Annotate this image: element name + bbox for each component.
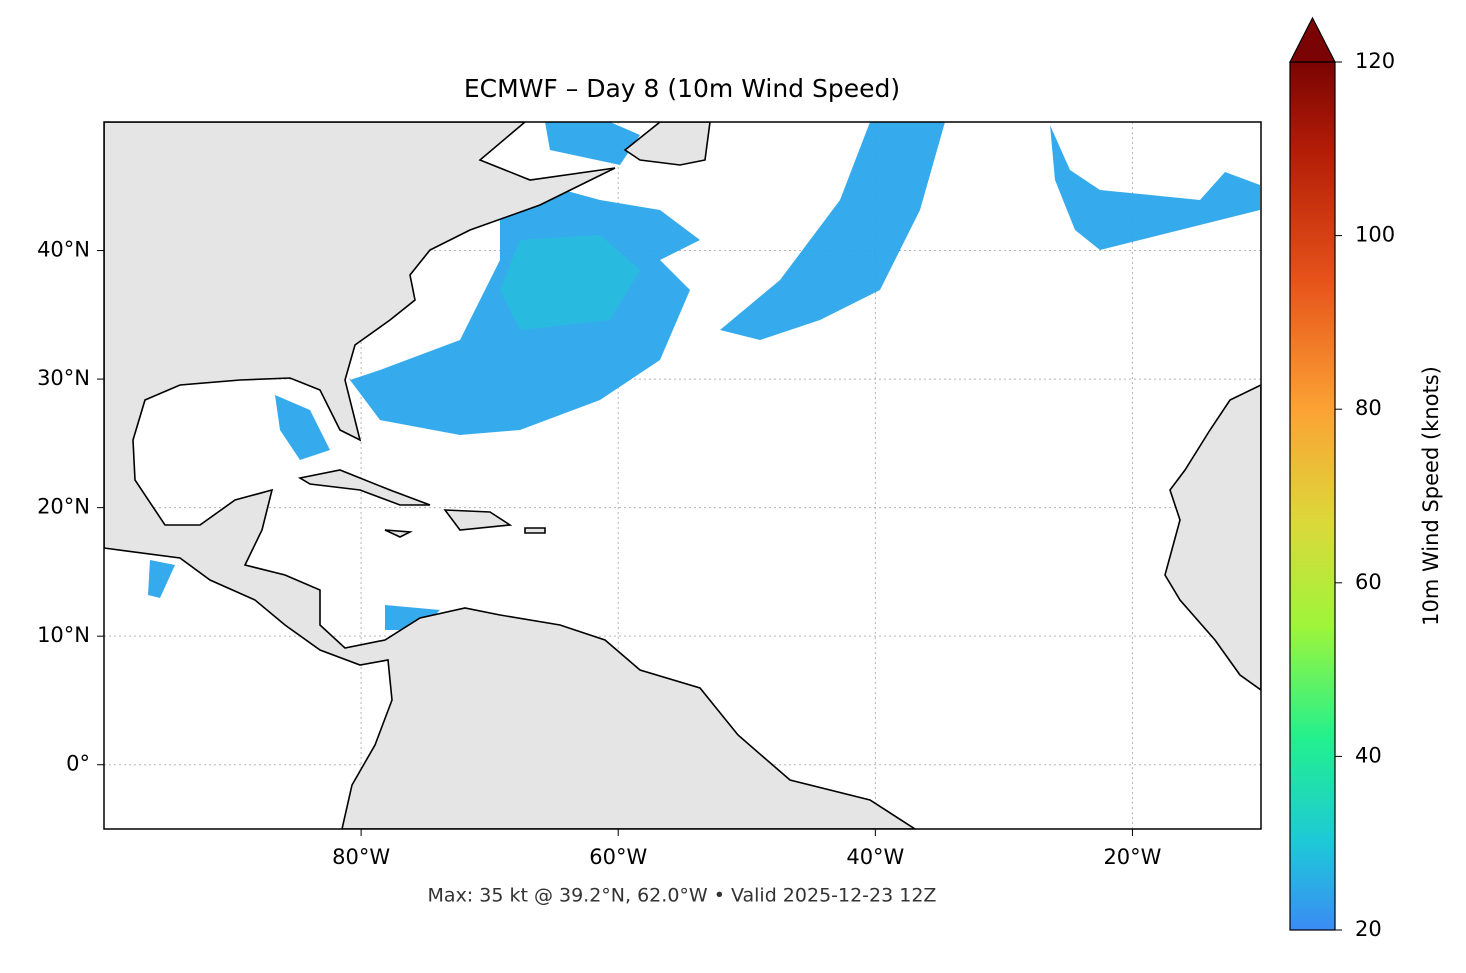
x-tick-label: 40°W <box>846 845 904 869</box>
colorbar-tick-label: 100 <box>1355 223 1395 247</box>
map-area <box>104 122 1261 829</box>
africa <box>1164 384 1261 691</box>
wind-field <box>500 235 640 330</box>
y-tick-label: 30°N <box>37 366 90 390</box>
colorbar <box>1289 61 1336 931</box>
y-tick-label: 0° <box>66 752 90 776</box>
colorbar-tick-label: 80 <box>1355 396 1382 420</box>
wind-field <box>720 122 945 340</box>
y-tick-label: 40°N <box>37 238 90 262</box>
x-tick-label: 20°W <box>1103 845 1161 869</box>
newfoundland <box>623 122 711 166</box>
wind-field <box>1050 125 1260 250</box>
wind-field <box>275 395 330 460</box>
hispaniola <box>443 509 513 531</box>
colorbar-label: 10m Wind Speed (knots) <box>1419 366 1443 626</box>
colorbar-tick-label: 60 <box>1355 570 1382 594</box>
colorbar-tick-label: 40 <box>1355 743 1382 767</box>
colorbar-extend <box>1289 16 1336 63</box>
map-title: ECMWF – Day 8 (10m Wind Speed) <box>464 74 900 103</box>
wind-field <box>148 560 175 598</box>
y-tick-label: 20°N <box>37 495 90 519</box>
y-tick-label: 10°N <box>37 623 90 647</box>
puerto-rico <box>524 527 546 534</box>
jamaica <box>384 529 413 538</box>
wind-field <box>545 122 640 165</box>
map-frame <box>103 121 1262 830</box>
colorbar-tick-label: 120 <box>1355 49 1395 73</box>
colorbar-tick-label: 20 <box>1355 917 1382 941</box>
cuba <box>297 469 431 506</box>
x-tick-label: 80°W <box>332 845 390 869</box>
americas <box>104 122 917 829</box>
x-tick-label: 60°W <box>589 845 647 869</box>
footer-note: Max: 35 kt @ 39.2°N, 62.0°W • Valid 2025… <box>428 885 937 907</box>
